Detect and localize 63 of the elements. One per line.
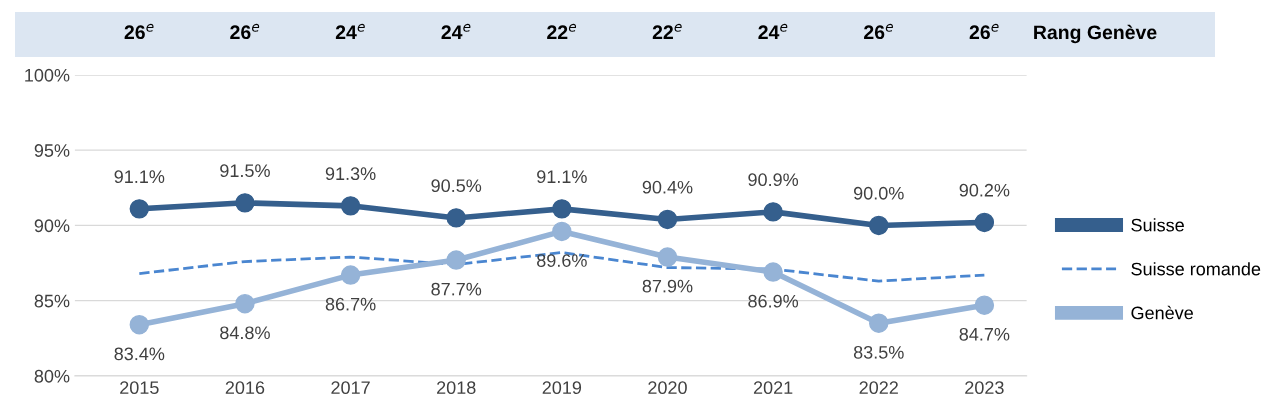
x-tick-label: 2015 — [120, 381, 159, 395]
data-label: 84.8% — [220, 326, 270, 340]
data-label: 84.7% — [959, 327, 1010, 341]
y-tick-label: 90% — [34, 219, 70, 233]
data-label: 91.1% — [537, 170, 587, 184]
point — [446, 208, 466, 228]
y-tick-label: 95% — [34, 144, 70, 157]
x-tick-label: 2022 — [859, 381, 898, 395]
data-label: 91.1% — [114, 170, 165, 184]
y-tick-label: 85% — [34, 294, 70, 308]
point — [552, 221, 572, 242]
data-label: 89.6% — [537, 254, 587, 267]
data-label: 91.3% — [325, 167, 376, 181]
x-tick-label: 2023 — [965, 381, 1004, 395]
point — [552, 199, 572, 219]
data-label: 86.9% — [748, 294, 799, 308]
text: 26$^{e}$ — [969, 23, 999, 40]
point — [763, 262, 783, 282]
x-tick-label: 2020 — [648, 381, 687, 395]
point — [340, 196, 361, 216]
data-label: 83.4% — [114, 347, 165, 361]
text: 22$^{e}$ — [547, 23, 577, 39]
point — [869, 313, 889, 333]
point — [657, 247, 678, 267]
x-tick-label: 2019 — [542, 381, 582, 395]
text: 26$^{e}$ — [230, 23, 260, 40]
point — [657, 209, 678, 230]
data-label: 90.9% — [748, 173, 799, 187]
x-tick-label: 2021 — [753, 381, 793, 395]
point — [974, 295, 995, 315]
y-tick-label: 100% — [25, 68, 70, 82]
data-label: 86.7% — [325, 297, 376, 311]
point — [235, 193, 255, 213]
data-label: 90.5% — [431, 179, 482, 193]
point — [974, 212, 995, 233]
y-tick-label: 80% — [34, 369, 70, 383]
point — [869, 215, 889, 236]
point — [129, 199, 150, 219]
text: 22$^{e}$ — [652, 23, 682, 39]
data-label: 87.9% — [642, 279, 693, 293]
data-label: 90.2% — [959, 183, 1010, 197]
data-label: 90.0% — [853, 186, 904, 200]
text: 26$^{e}$ — [124, 23, 154, 40]
legend-label: Suisse — [1131, 218, 1184, 232]
text: 24$^{e}$ — [758, 23, 788, 39]
text: 24$^{e}$ — [335, 23, 365, 39]
x-tick-label: 2018 — [437, 381, 476, 395]
point — [340, 265, 361, 285]
point — [446, 250, 466, 270]
legend-label: Suisse romande — [1131, 262, 1261, 276]
point — [235, 293, 255, 314]
text: 24$^{e}$ — [441, 23, 471, 39]
x-tick-label: 2017 — [331, 381, 370, 395]
data-label: 87.7% — [431, 282, 482, 296]
data-label: 83.5% — [853, 345, 904, 359]
point — [763, 202, 783, 222]
point — [129, 315, 150, 335]
x-tick-label: 2016 — [225, 381, 265, 395]
legend-label: Genève — [1131, 305, 1193, 320]
data-label: 91.5% — [220, 164, 270, 178]
text: Rang Genève — [1034, 24, 1157, 44]
text: 26$^{e}$ — [864, 23, 893, 40]
data-label: 90.4% — [642, 180, 693, 194]
